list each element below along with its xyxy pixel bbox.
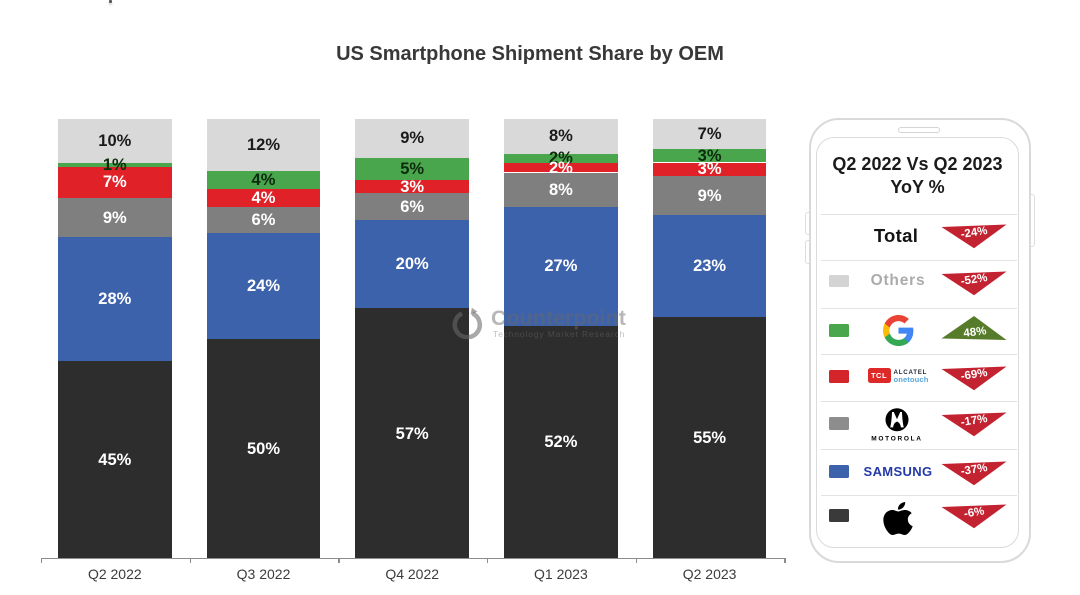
svg-text:-52%: -52% bbox=[960, 272, 988, 288]
svg-text:-37%: -37% bbox=[960, 462, 988, 478]
svg-text:-24%: -24% bbox=[960, 224, 988, 240]
svg-text:-17%: -17% bbox=[960, 413, 988, 429]
svg-text:MOTOROLA: MOTOROLA bbox=[871, 435, 922, 442]
svg-text:48%: 48% bbox=[963, 325, 987, 340]
svg-text:-6%: -6% bbox=[963, 505, 985, 520]
svg-text:-69%: -69% bbox=[960, 367, 988, 383]
